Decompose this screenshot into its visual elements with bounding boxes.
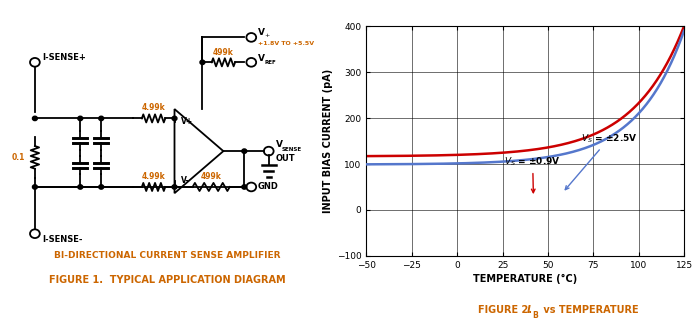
Text: REF: REF <box>264 60 276 65</box>
Text: $V_S$ = ±2.5V: $V_S$ = ±2.5V <box>565 133 637 190</box>
Circle shape <box>242 185 247 189</box>
Text: +: + <box>265 33 270 38</box>
Text: FIGURE 1.  TYPICAL APPLICATION DIAGRAM: FIGURE 1. TYPICAL APPLICATION DIAGRAM <box>49 276 286 285</box>
Text: FIGURE 2.: FIGURE 2. <box>478 305 539 315</box>
Text: +1.8V TO +5.5V: +1.8V TO +5.5V <box>258 41 314 46</box>
Text: GND: GND <box>258 182 279 192</box>
Text: I-SENSE+: I-SENSE+ <box>43 53 87 62</box>
Circle shape <box>200 60 205 65</box>
Text: B: B <box>533 311 538 320</box>
Text: $V_S$ = ±0.9V: $V_S$ = ±0.9V <box>505 155 561 193</box>
Circle shape <box>242 149 247 153</box>
Text: OUT: OUT <box>276 154 295 163</box>
Circle shape <box>77 185 82 189</box>
Text: 0.1: 0.1 <box>12 153 25 162</box>
Text: vs TEMPERATURE: vs TEMPERATURE <box>540 305 638 315</box>
Circle shape <box>99 185 103 189</box>
Text: BI-DIRECTIONAL CURRENT SENSE AMPLIFIER: BI-DIRECTIONAL CURRENT SENSE AMPLIFIER <box>54 251 281 260</box>
Circle shape <box>172 185 177 189</box>
Circle shape <box>77 116 82 121</box>
Text: 499k: 499k <box>213 48 234 57</box>
Circle shape <box>99 116 103 121</box>
Text: 4.99k: 4.99k <box>142 103 165 112</box>
Y-axis label: INPUT BIAS CURRENT (pA): INPUT BIAS CURRENT (pA) <box>322 69 333 213</box>
Text: I: I <box>527 305 531 315</box>
Circle shape <box>32 185 37 189</box>
Text: V: V <box>276 140 283 149</box>
Text: V+: V+ <box>181 117 193 126</box>
Text: V-: V- <box>181 176 189 185</box>
Text: V: V <box>258 54 265 63</box>
Text: SENSE: SENSE <box>281 147 302 152</box>
Circle shape <box>32 116 37 121</box>
Circle shape <box>172 116 177 121</box>
Text: 4.99k: 4.99k <box>142 172 165 181</box>
X-axis label: TEMPERATURE (°C): TEMPERATURE (°C) <box>473 274 577 284</box>
Text: 499k: 499k <box>201 172 221 181</box>
Text: I-SENSE-: I-SENSE- <box>43 236 83 244</box>
Text: V: V <box>258 28 265 37</box>
